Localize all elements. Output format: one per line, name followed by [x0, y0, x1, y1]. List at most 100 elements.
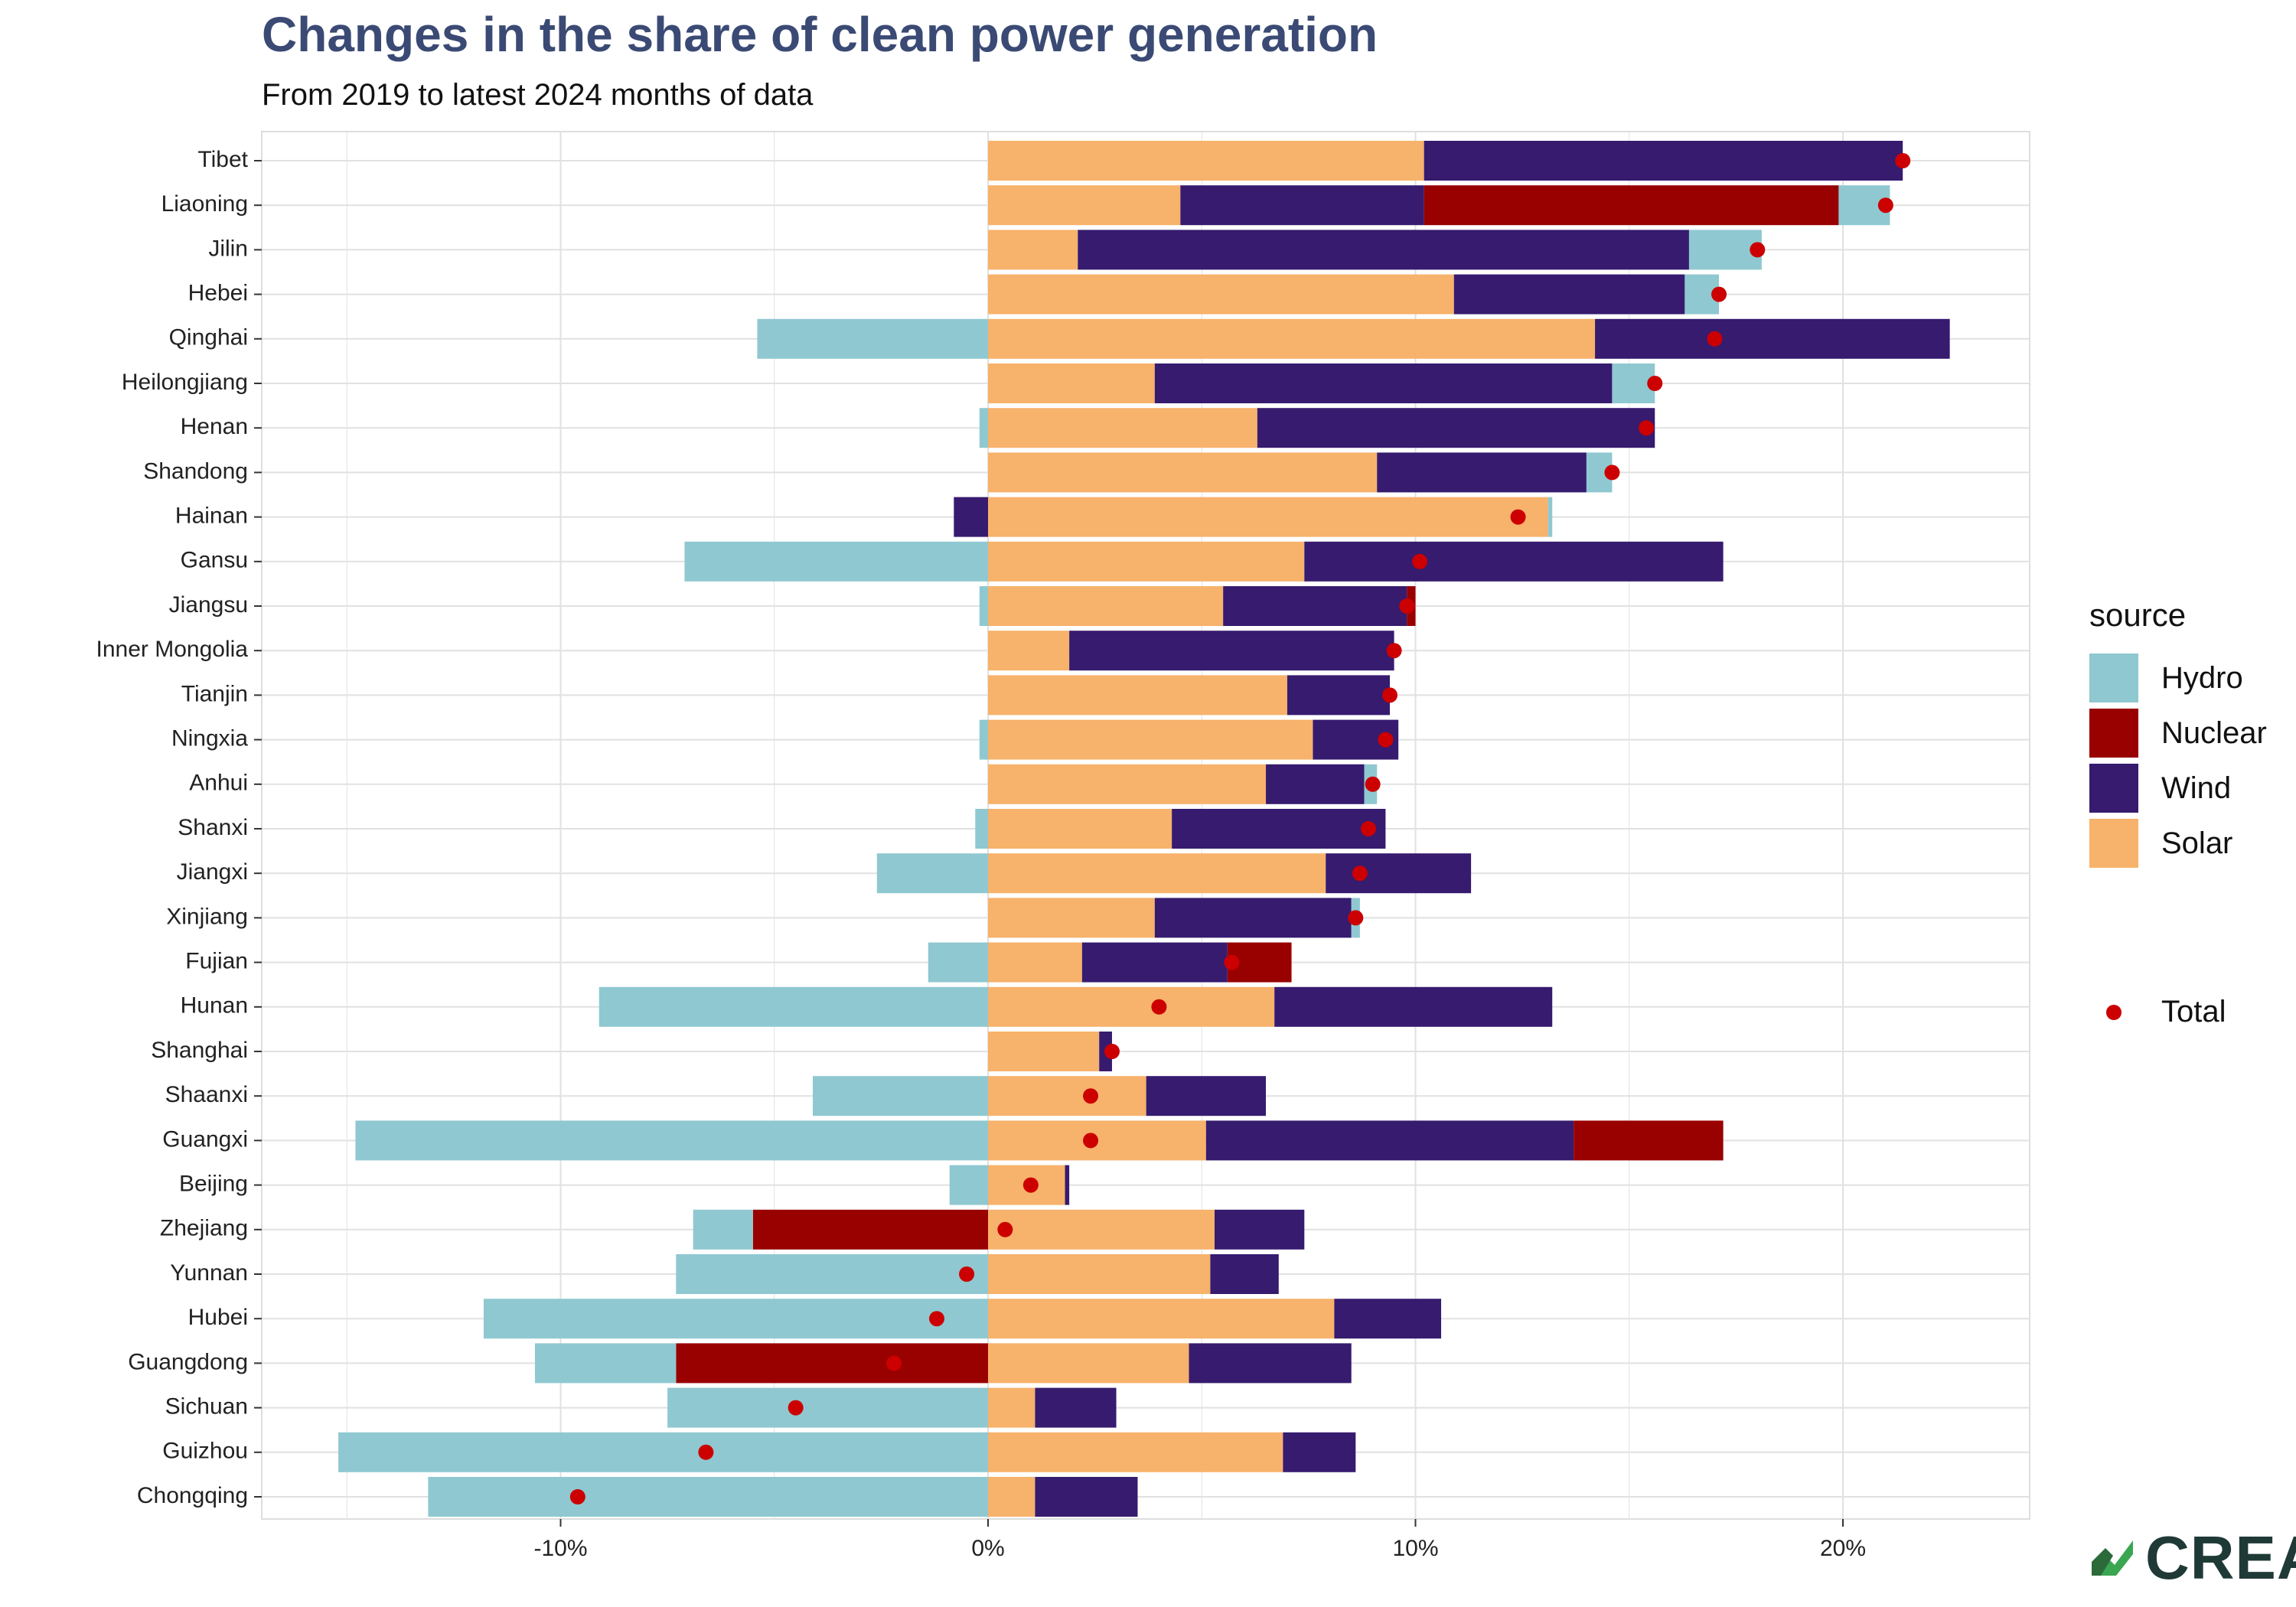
y-tick-label: Qinghai	[169, 325, 248, 350]
legend-label-solar: Solar	[2161, 826, 2233, 860]
total-point	[1083, 1088, 1099, 1104]
crea-logo-text: CREA	[2145, 1524, 2296, 1592]
bar-segment-wind	[1424, 141, 1903, 181]
legend-swatch-solar	[2089, 819, 2138, 868]
bar-segment-wind	[1210, 1254, 1279, 1294]
bar-segment-wind	[1283, 1432, 1356, 1472]
total-point	[1604, 464, 1620, 481]
y-tick-label: Ningxia	[171, 726, 248, 751]
bar-segment-solar	[988, 1032, 1100, 1071]
bar-segment-hydro	[667, 1387, 988, 1428]
bar-segment-solar	[988, 809, 1172, 849]
bars-layer	[338, 141, 1950, 1517]
y-tick-label: Jilin	[208, 236, 248, 261]
legend-item-hydro: Hydro	[2089, 650, 2267, 706]
bar-segment-wind	[1189, 1343, 1352, 1384]
bar-segment-solar	[988, 185, 1181, 226]
y-tick-label: Jiangsu	[169, 592, 248, 618]
y-tick-label: Inner Mongolia	[96, 637, 249, 662]
y-tick-label: Sichuan	[165, 1394, 248, 1420]
bar-segment-solar	[988, 764, 1267, 804]
bar-segment-wind	[1326, 853, 1472, 894]
x-tick-label: 20%	[1820, 1536, 1866, 1561]
total-point	[1352, 865, 1368, 882]
total-point	[788, 1400, 804, 1416]
legend-label-nuclear: Nuclear	[2161, 715, 2267, 750]
y-tick-label: Henan	[181, 414, 248, 439]
bar-segment-hydro	[979, 719, 988, 760]
y-tick-label: Shanxi	[178, 815, 248, 840]
bar-segment-hydro	[483, 1299, 988, 1339]
legend: source Hydro Nuclear Wind Solar	[2089, 597, 2267, 871]
bar-segment-nuclear	[1424, 185, 1839, 226]
bar-segment-hydro	[975, 809, 988, 849]
y-tick-label: Liaoning	[161, 191, 248, 217]
crea-leaf-icon	[2092, 1540, 2133, 1576]
total-point	[569, 1489, 585, 1504]
bar-segment-wind	[1377, 452, 1587, 493]
bar-segment-solar	[988, 1387, 1035, 1428]
bar-segment-solar	[988, 497, 1548, 537]
y-tick-label: Guangdong	[128, 1349, 248, 1374]
bar-segment-wind	[1069, 631, 1394, 671]
bar-segment-solar	[988, 1254, 1211, 1294]
bar-segment-wind	[1065, 1165, 1070, 1205]
legend-title: source	[2089, 597, 2187, 633]
total-point	[959, 1266, 975, 1282]
y-tick-label: Xinjiang	[166, 904, 248, 929]
bar-segment-hydro	[979, 408, 988, 448]
total-point	[1647, 376, 1663, 391]
bar-segment-hydro	[676, 1254, 988, 1294]
crea-logo: CREA	[2086, 1523, 2296, 1593]
bar-segment-hydro	[598, 986, 988, 1027]
bar-segment-solar	[988, 541, 1305, 582]
x-tick-label: -10%	[533, 1536, 587, 1561]
bar-segment-hydro	[1548, 497, 1553, 537]
bar-segment-wind	[1081, 942, 1228, 983]
legend-swatch-nuclear	[2089, 709, 2138, 758]
legend-item-solar: Solar	[2089, 816, 2267, 871]
total-point	[1151, 999, 1167, 1015]
bar-segment-hydro	[757, 318, 988, 359]
legend-label-wind: Wind	[2161, 771, 2232, 805]
bar-segment-wind	[1304, 541, 1724, 582]
bar-segment-hydro	[355, 1120, 988, 1161]
total-point	[1083, 1133, 1099, 1149]
bar-segment-wind	[1035, 1477, 1138, 1517]
total-point	[1895, 153, 1911, 168]
bar-segment-wind	[1078, 230, 1689, 270]
bar-segment-hydro	[534, 1343, 677, 1384]
bar-segment-wind	[1334, 1299, 1442, 1339]
total-point	[698, 1444, 714, 1460]
y-tick-label: Guizhou	[162, 1439, 248, 1464]
bar-segment-wind	[1146, 1076, 1267, 1116]
legend-item-total: Total	[2089, 995, 2226, 1029]
bar-segment-solar	[988, 1299, 1335, 1339]
bar-segment-hydro	[338, 1432, 989, 1472]
legend-item-wind: Wind	[2089, 761, 2267, 816]
bar-segment-solar	[988, 1432, 1283, 1472]
total-points-layer	[569, 153, 1911, 1504]
bar-segment-solar	[988, 986, 1275, 1027]
bar-segment-solar	[988, 1343, 1189, 1384]
bar-segment-wind	[1154, 363, 1613, 403]
total-point	[1877, 197, 1893, 214]
y-tick-label: Hebei	[188, 281, 248, 306]
bar-segment-wind	[1035, 1387, 1117, 1428]
bar-segment-wind	[1154, 898, 1352, 938]
total-point	[1361, 821, 1377, 836]
y-tick-label: Anhui	[189, 771, 248, 796]
y-tick-label: Shaanxi	[165, 1082, 248, 1107]
bar-segment-solar	[988, 141, 1424, 181]
bar-segment-hydro	[949, 1165, 988, 1205]
bar-segment-nuclear	[676, 1343, 988, 1384]
total-point	[997, 1221, 1013, 1237]
bar-segment-wind	[1266, 764, 1365, 804]
axis-layer: Tibet Liaoning Jilin Hebei Qinghai Heilongjia…	[96, 147, 1866, 1561]
bar-segment-solar	[988, 675, 1287, 715]
chart-subtitle: From 2019 to latest 2024 months of data	[262, 78, 814, 112]
bar-segment-solar	[988, 318, 1596, 359]
bar-segment-wind	[954, 497, 988, 537]
y-tick-label: Chongqing	[137, 1483, 248, 1508]
y-tick-label: Zhejiang	[160, 1216, 248, 1241]
